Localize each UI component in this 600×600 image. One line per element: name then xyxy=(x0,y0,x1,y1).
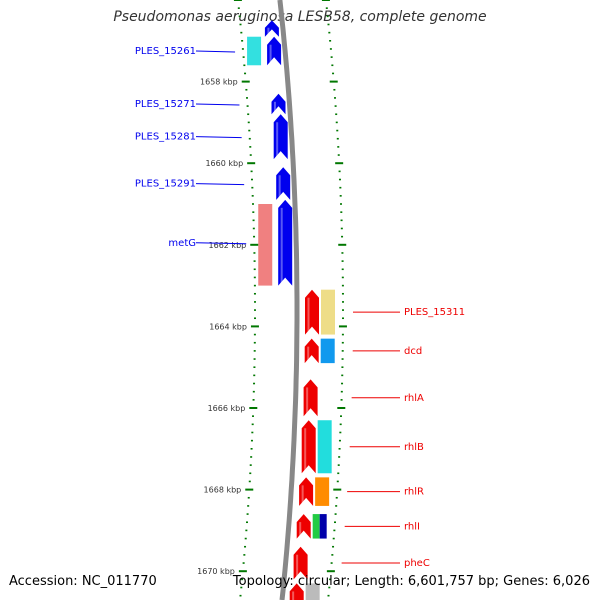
gene-label-leader xyxy=(195,136,242,139)
gene-arrow-ples-15311 xyxy=(305,289,319,335)
gene-arrow-rhlb xyxy=(301,420,316,474)
gene-arrow-ples-15261 xyxy=(267,36,282,66)
gene-features xyxy=(264,20,319,600)
partial-gene-arrow xyxy=(289,583,304,600)
gene-arrow-rhlr xyxy=(299,477,314,506)
gene-arrow-metg xyxy=(278,199,293,286)
gene-label: pheC xyxy=(404,558,430,569)
scale-label: 1662 kbp xyxy=(209,241,247,250)
scale-label: 1666 kbp xyxy=(208,404,246,413)
partial-gene-arrow xyxy=(264,20,279,37)
cog-segment xyxy=(315,477,330,506)
gene-label: PLES_15261 xyxy=(135,46,196,57)
gene-label: PLES_15271 xyxy=(135,99,196,110)
cog-segment xyxy=(319,514,327,539)
cog-segment xyxy=(258,204,273,286)
map-title: Pseudomonas aeruginosa LESB58, complete … xyxy=(113,9,487,25)
gene-arrow-rhla xyxy=(303,379,318,417)
gene-arrow-ples-15271 xyxy=(271,93,286,115)
gene-label: PLES_15311 xyxy=(404,307,465,318)
gene-label-leader xyxy=(195,183,245,186)
gene-label-leader xyxy=(195,50,236,53)
gene-label: rhlI xyxy=(404,521,420,532)
gene-arrow-ples-15281 xyxy=(273,114,288,160)
gene-label: metG xyxy=(168,238,196,249)
gene-label: rhlR xyxy=(404,487,424,498)
scale-ticks: 1658 kbp 1660 kbp 1662 kbp 1664 kbp 1666 kbp… xyxy=(197,0,347,597)
gene-label: dcd xyxy=(404,346,422,357)
gene-arrow-phec xyxy=(293,546,308,580)
gene-labels: PLES_15261 PLES_15271 PLES_15281 PLES_15291… xyxy=(135,46,465,569)
gene-label: PLES_15281 xyxy=(135,132,196,143)
gene-label: rhlA xyxy=(404,393,424,404)
genome-summary-text: Topology: circular; Length: 6,601,757 bp… xyxy=(232,574,590,589)
gene-arrow-dcd xyxy=(304,338,319,364)
cog-segment xyxy=(312,514,320,539)
scale-label: 1660 kbp xyxy=(205,159,243,168)
cog-segment xyxy=(320,338,335,364)
cog-color-layer xyxy=(247,36,335,600)
gene-label-leader xyxy=(195,242,247,245)
scale-label: 1670 kbp xyxy=(197,567,235,576)
gene-label: rhlB xyxy=(404,442,424,453)
scale-label: 1664 kbp xyxy=(209,322,247,331)
gene-label: PLES_15291 xyxy=(135,179,196,190)
gene-arrow-rhli xyxy=(296,514,311,539)
backbone-arc xyxy=(277,0,300,600)
cog-segment xyxy=(305,583,320,600)
gene-label-leader xyxy=(195,103,240,106)
cog-segment xyxy=(320,289,335,335)
accession-text: Accession: NC_011770 xyxy=(9,574,157,589)
cog-segment xyxy=(317,420,332,474)
scale-label: 1658 kbp xyxy=(200,78,238,87)
scale-label: 1668 kbp xyxy=(204,486,242,495)
cog-segment xyxy=(247,36,262,66)
gene-arrow-ples-15291 xyxy=(276,167,291,200)
